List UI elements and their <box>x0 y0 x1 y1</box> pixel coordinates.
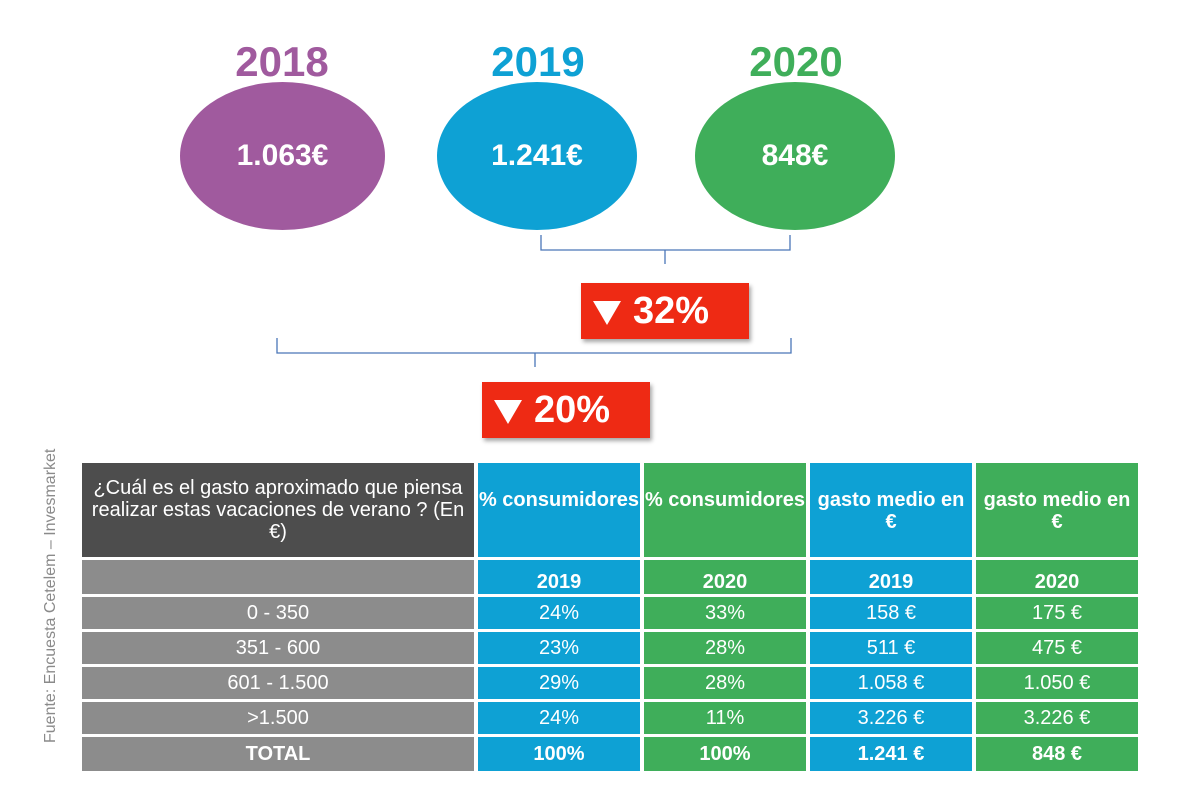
spend-value-2018: 1.063€ <box>236 139 329 172</box>
source-note: Fuente: Encuesta Cetelem – Invesmarket <box>42 448 59 743</box>
col-year-1: 2019 <box>478 560 640 594</box>
table-cell: 175 € <box>976 597 1138 629</box>
year-title-2018: 2018 <box>235 38 329 85</box>
total-cell: 100% <box>644 737 806 771</box>
spend-value-2019: 1.241€ <box>491 139 583 172</box>
table-cell: 23% <box>478 632 640 664</box>
total-cell: 848 € <box>976 737 1138 771</box>
col-header-pct-2020: % consumidores <box>644 463 806 557</box>
table-row: 0 - 350 24% 33% 158 € 175 € <box>82 597 1138 629</box>
row-label: 351 - 600 <box>82 632 474 664</box>
table-row: >1.500 24% 11% 3.226 € 3.226 € <box>82 702 1138 734</box>
table-row: 351 - 600 23% 28% 511 € 475 € <box>82 632 1138 664</box>
table-cell: 33% <box>644 597 806 629</box>
table-cell: 28% <box>644 667 806 699</box>
col-header-spend-2020: gasto medio en € <box>976 463 1138 557</box>
question-subheader <box>82 560 474 594</box>
total-cell: 100% <box>478 737 640 771</box>
col-header-pct-2019: % consumidores <box>478 463 640 557</box>
table-cell: 11% <box>644 702 806 734</box>
total-cell: 1.241 € <box>810 737 972 771</box>
decrease-value-20: 20% <box>534 388 611 431</box>
row-label: >1.500 <box>82 702 474 734</box>
decrease-badge-2018-2020: 20% <box>482 382 650 438</box>
spend-ellipse-2018: 1.063€ <box>180 82 385 230</box>
table-cell: 28% <box>644 632 806 664</box>
decrease-badge-2019-2020: 32% <box>581 283 749 339</box>
table-cell: 3.226 € <box>976 702 1138 734</box>
col-header-spend-2019: gasto medio en € <box>810 463 972 557</box>
header-row: ¿Cuál es el gasto aproximado que piensa … <box>82 463 1138 557</box>
table-cell: 511 € <box>810 632 972 664</box>
table-cell: 3.226 € <box>810 702 972 734</box>
brace-2018-2020 <box>276 338 792 367</box>
year-header-row: 2019 2020 2019 2020 <box>82 560 1138 594</box>
brace-2019-2020 <box>540 235 791 264</box>
col-year-3: 2019 <box>810 560 972 594</box>
down-triangle-icon <box>593 301 621 325</box>
spend-ellipse-2019: 1.241€ <box>437 82 637 230</box>
row-label: 0 - 350 <box>82 597 474 629</box>
col-year-4: 2020 <box>976 560 1138 594</box>
spend-ellipse-2020: 848€ <box>695 82 895 230</box>
decrease-value-32: 32% <box>633 289 710 332</box>
col-year-2: 2020 <box>644 560 806 594</box>
table-cell: 24% <box>478 597 640 629</box>
table-row: 601 - 1.500 29% 28% 1.058 € 1.050 € <box>82 667 1138 699</box>
spending-table: ¿Cuál es el gasto aproximado que piensa … <box>78 460 1142 774</box>
total-row: TOTAL 100% 100% 1.241 € 848 € <box>82 737 1138 771</box>
spend-value-2020: 848€ <box>761 139 829 172</box>
table-cell: 158 € <box>810 597 972 629</box>
table-cell: 1.050 € <box>976 667 1138 699</box>
table-cell: 29% <box>478 667 640 699</box>
table-cell: 24% <box>478 702 640 734</box>
down-triangle-icon <box>494 400 522 424</box>
table-cell: 475 € <box>976 632 1138 664</box>
total-label: TOTAL <box>82 737 474 771</box>
year-title-2019: 2019 <box>491 38 585 85</box>
row-label: 601 - 1.500 <box>82 667 474 699</box>
question-header: ¿Cuál es el gasto aproximado que piensa … <box>82 463 474 557</box>
year-title-2020: 2020 <box>749 38 843 85</box>
table-cell: 1.058 € <box>810 667 972 699</box>
